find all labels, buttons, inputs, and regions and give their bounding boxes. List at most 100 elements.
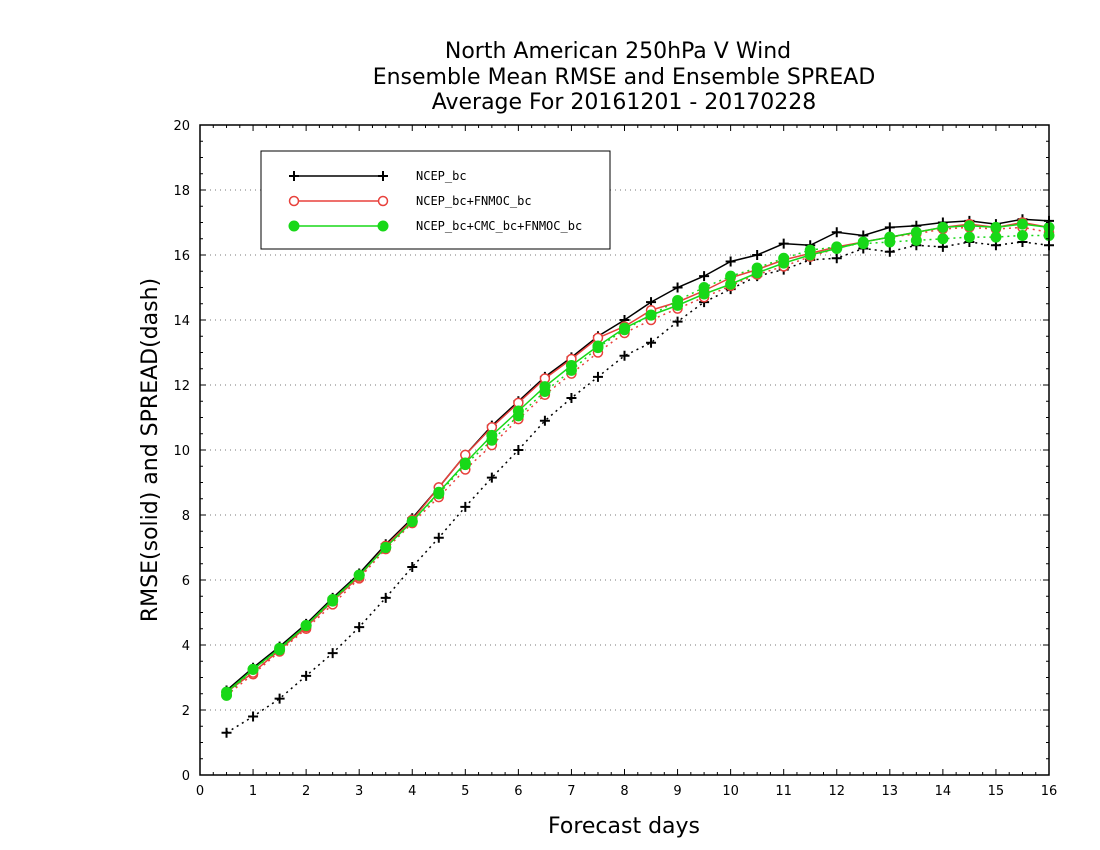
legend-marker-start-2: [288, 220, 300, 232]
series-2-rmse-point: [565, 360, 577, 371]
series-2-rmse-point: [486, 429, 498, 441]
series-2-rmse-point: [831, 243, 843, 254]
series-0-rmse-point: [752, 250, 763, 260]
y-tick-label-12: 12: [173, 379, 190, 394]
x-tick-label-5: 5: [461, 784, 469, 799]
series-2-rmse-point: [300, 620, 312, 631]
series-2-rmse-point: [619, 322, 630, 334]
series-2-rmse-point: [698, 288, 710, 300]
series-0: [221, 214, 1054, 738]
series-2-rmse-point: [247, 663, 259, 675]
legend-item-2: NCEP_bc+CMC_bc+FNMOC_bc: [288, 219, 582, 233]
x-tick-label-15: 15: [988, 784, 1005, 799]
series-0-spread-point: [566, 393, 577, 403]
series-0-spread-point: [301, 670, 312, 681]
series-2-rmse-point: [751, 267, 763, 279]
series-2: [221, 218, 1055, 701]
chart-title: North American 250hPa V Wind Ensemble Me…: [373, 39, 876, 115]
legend-marker-end-1: [377, 195, 389, 207]
series-2-rmse-point: [433, 486, 445, 498]
series-0-spread-point: [592, 371, 603, 382]
series-2-rmse-point: [592, 340, 604, 352]
series-1-rmse-line: [226, 221, 1050, 693]
legend-marker-end-2: [377, 220, 389, 232]
series-0-spread-point: [486, 472, 497, 483]
series-2-rmse-point: [804, 249, 816, 261]
y-tick-label-0: 0: [182, 769, 190, 784]
x-tick-label-1: 1: [249, 784, 257, 799]
y-tick-label-16: 16: [173, 249, 190, 264]
title-line-1: North American 250hPa V Wind: [445, 39, 791, 64]
series-2-rmse-point: [512, 405, 524, 417]
y-tick-label-18: 18: [173, 184, 190, 199]
series-0-spread-point: [619, 350, 630, 361]
legend-item-0: NCEP_bc: [289, 169, 467, 183]
y-tick-label-2: 2: [182, 704, 190, 719]
legend-label-1: NCEP_bc+FNMOC_bc: [416, 194, 532, 208]
series-2-rmse-point: [327, 594, 339, 605]
x-tick-label-9: 9: [673, 784, 681, 799]
series-2-rmse-line: [226, 223, 1050, 693]
series-0-rmse-point: [778, 238, 789, 249]
series-0-rmse-point: [831, 227, 842, 238]
series-0-spread-line: [226, 241, 1050, 734]
series-2-rmse-point: [672, 299, 684, 311]
series-0-spread-point: [274, 693, 285, 704]
series-0-spread-point: [513, 445, 524, 455]
grid: [200, 189, 1049, 711]
series-1: [221, 217, 1055, 701]
series-2-rmse-point: [963, 220, 975, 232]
legend-item-1: NCEP_bc+FNMOC_bc: [288, 194, 532, 208]
x-tick-label-16: 16: [1041, 784, 1058, 799]
series-0-spread-point: [460, 501, 471, 512]
x-tick-label-13: 13: [882, 784, 899, 799]
series-2-rmse-point: [1016, 218, 1028, 230]
series-1-spread-line: [226, 226, 1050, 696]
series-2-rmse-point: [645, 309, 657, 321]
series-2-rmse-point: [353, 569, 365, 581]
series-0-spread-point: [354, 622, 365, 633]
x-tick-label-4: 4: [408, 784, 416, 799]
series-2-rmse-point: [937, 221, 949, 233]
y-tick-label-8: 8: [182, 509, 190, 524]
y-tick-label-4: 4: [182, 639, 190, 654]
axis-ticks: 0 1 2 3 4 5 6 7 8 9 10 11 12 13 14 15 160246810121416182…: [173, 119, 1057, 799]
legend: NCEP_bc NCEP_bc+FNMOC_bc NCEP_bc+CMC_bc+FN…: [260, 150, 611, 250]
x-tick-label-10: 10: [722, 784, 739, 799]
series-2-rmse-point: [406, 516, 418, 527]
series-0-rmse-point: [884, 222, 895, 233]
series-2-rmse-point: [990, 221, 1002, 233]
series-0-spread-point: [407, 562, 418, 572]
y-tick-label-20: 20: [173, 119, 190, 134]
series-layer: [221, 214, 1055, 738]
x-tick-label-0: 0: [196, 784, 204, 799]
x-tick-label-11: 11: [775, 784, 792, 799]
series-0-rmse-point: [699, 271, 710, 282]
y-axis-label: RMSE(solid) and SPREAD(dash): [138, 278, 163, 622]
series-2-spread-point: [1016, 230, 1028, 241]
series-0-rmse-line: [226, 218, 1050, 692]
title-line-2: Ensemble Mean RMSE and Ensemble SPREAD: [373, 65, 876, 90]
legend-label-0: NCEP_bc: [416, 169, 467, 183]
series-2-rmse-point: [539, 381, 551, 393]
series-0-spread-point: [327, 648, 338, 659]
x-tick-label-6: 6: [514, 784, 522, 799]
series-2-rmse-point: [884, 231, 896, 243]
legend-box: [260, 150, 611, 250]
series-2-spread-point: [990, 231, 1002, 243]
series-0-spread-point: [884, 246, 895, 257]
y-tick-label-6: 6: [182, 574, 190, 589]
series-2-rmse-point: [910, 226, 922, 238]
series-2-spread-point: [963, 231, 975, 243]
series-2-spread-line: [226, 234, 1049, 696]
series-2-rmse-point: [857, 236, 869, 248]
series-0-spread-point: [539, 415, 550, 426]
legend-marker-end-0: [378, 171, 388, 181]
series-0-rmse-point: [672, 282, 683, 293]
x-tick-label-8: 8: [620, 784, 628, 799]
series-2-rmse-point: [459, 457, 471, 469]
series-2-rmse-point: [274, 642, 286, 654]
y-tick-label-10: 10: [173, 444, 190, 459]
series-0-spread-point: [221, 727, 232, 738]
series-2-rmse-point: [778, 257, 790, 269]
